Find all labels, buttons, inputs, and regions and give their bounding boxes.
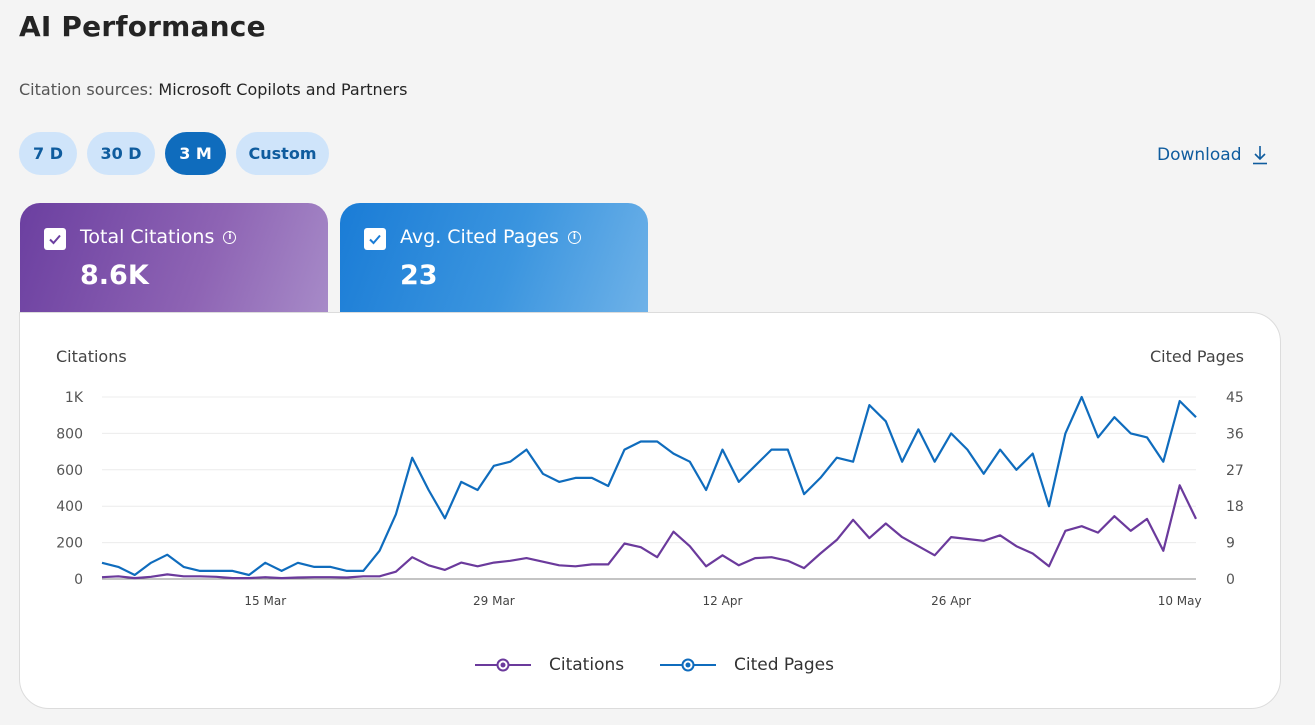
x-tick-label: 10 May (1158, 594, 1202, 608)
left-tick-label: 400 (56, 499, 83, 515)
x-tick-label: 29 Mar (473, 594, 515, 608)
info-icon[interactable]: i (567, 230, 581, 244)
download-icon (1252, 146, 1267, 165)
right-tick-label: 45 (1226, 390, 1244, 406)
total-citations-card[interactable]: Total Citations i 8.6K (20, 203, 328, 315)
cited-pages-series-line (101, 395, 1197, 577)
range-7d-button[interactable]: 7 D (19, 132, 77, 175)
right-tick-label: 18 (1226, 499, 1244, 515)
legend-cited-pages-label: Cited Pages (734, 655, 834, 675)
citation-sources-value: Microsoft Copilots and Partners (158, 80, 408, 99)
checkmark-icon (49, 234, 61, 245)
x-tick-label: 15 Mar (244, 594, 286, 608)
x-tick-label: 26 Apr (931, 594, 971, 608)
left-axis-title: Citations (56, 347, 127, 366)
avg-cited-pages-value: 23 (400, 260, 438, 291)
left-tick-label: 0 (74, 572, 83, 588)
chart-panel: Citations Cited Pages 0 200 400 600 800 1K 0 9 1… (19, 312, 1281, 709)
left-tick-label: 600 (56, 463, 83, 479)
cited-pages-legend-marker (660, 658, 716, 672)
citation-sources-label: Citation sources: (19, 80, 154, 99)
avg-cited-pages-label-row: Avg. Cited Pages i (400, 226, 581, 248)
right-tick-label: 0 (1226, 572, 1235, 588)
right-tick-label: 27 (1226, 463, 1244, 479)
legend-cited-pages[interactable]: Cited Pages (660, 655, 834, 675)
total-citations-checkbox[interactable] (44, 228, 66, 250)
right-tick-label: 36 (1226, 426, 1244, 442)
total-citations-value: 8.6K (80, 260, 149, 291)
legend-citations[interactable]: Citations (475, 655, 624, 675)
line-chart: 0 200 400 600 800 1K 0 9 18 27 36 45 15 Mar 29 Mar 12 … (56, 390, 1244, 608)
range-3m-button[interactable]: 3 M (165, 132, 226, 175)
range-30d-button[interactable]: 30 D (87, 132, 155, 175)
x-tick-label: 12 Apr (703, 594, 743, 608)
citations-series-line (101, 484, 1197, 580)
right-tick-label: 9 (1226, 536, 1235, 552)
total-citations-label-row: Total Citations i (80, 226, 237, 248)
avg-cited-pages-checkbox[interactable] (364, 228, 386, 250)
avg-cited-pages-card[interactable]: Avg. Cited Pages i 23 (340, 203, 648, 315)
range-custom-button[interactable]: Custom (236, 132, 329, 175)
download-label: Download (1157, 145, 1242, 165)
left-tick-label: 200 (56, 536, 83, 552)
left-tick-label: 800 (56, 426, 83, 442)
page-title: AI Performance (19, 10, 266, 43)
right-axis-title: Cited Pages (1149, 347, 1244, 366)
total-citations-label: Total Citations (80, 226, 215, 248)
citations-legend-marker (475, 658, 531, 672)
checkmark-icon (369, 234, 381, 245)
download-button[interactable]: Download (1157, 145, 1268, 165)
info-icon[interactable]: i (223, 230, 237, 244)
citation-sources: Citation sources: Microsoft Copilots and… (19, 80, 407, 99)
avg-cited-pages-label: Avg. Cited Pages (400, 226, 559, 248)
legend-citations-label: Citations (549, 655, 625, 675)
left-tick-label: 1K (65, 390, 84, 406)
